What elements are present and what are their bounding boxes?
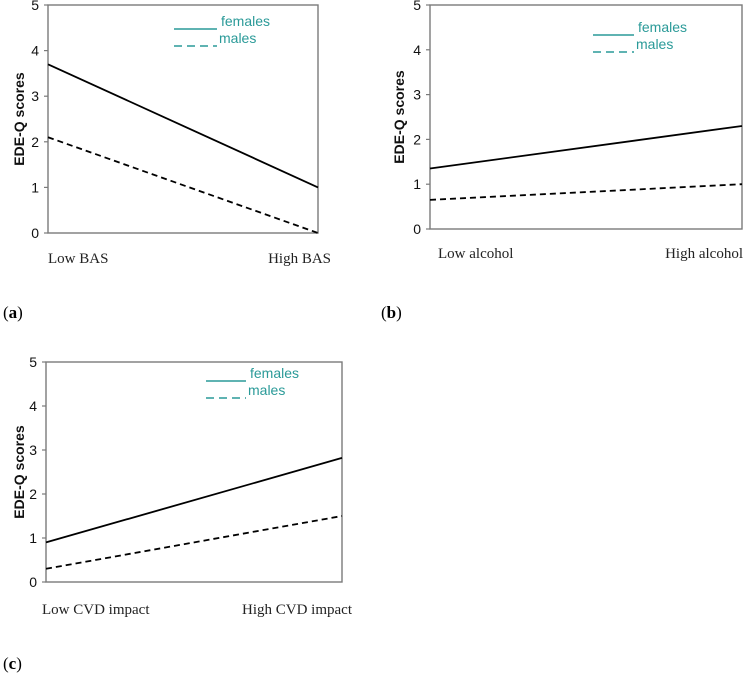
y-tick-label: 0 — [31, 225, 39, 241]
series-line-females — [47, 63, 319, 189]
x-category-label: Low BAS — [48, 251, 108, 267]
series-line-females — [45, 457, 343, 544]
plot-frame — [47, 4, 319, 234]
plot-frame — [429, 4, 743, 230]
y-tick-label: 5 — [29, 354, 37, 370]
y-tick-label: 1 — [29, 530, 37, 546]
y-tick-label: 3 — [413, 87, 421, 103]
chart-panel-a: 0 1 2 3 4 5 EDE-Q scores Low BAS High BAS females… — [11, 0, 331, 267]
chart-panel-c: 0 1 2 3 4 5 EDE-Q scores Low CVD impact High CVD… — [11, 354, 353, 618]
y-tick-label: 2 — [413, 131, 421, 147]
y-tick-label: 0 — [29, 574, 37, 590]
x-category-label: Low alcohol — [438, 246, 513, 262]
y-tick-label: 5 — [31, 0, 39, 13]
y-tick-label: 0 — [413, 221, 421, 237]
chart-panel-b: 0 1 2 3 4 5 EDE-Q scores Low alcohol High alcoho… — [391, 0, 743, 262]
x-category-label: High BAS — [268, 251, 331, 267]
legend-label-females: females — [638, 19, 687, 35]
x-category-label: High alcohol — [665, 246, 743, 262]
panel-label-c: (c) — [3, 654, 22, 673]
legend-label-males: males — [248, 382, 285, 398]
series-line-males — [429, 183, 743, 201]
panel-label-a: (a) — [3, 303, 23, 322]
y-tick-label: 2 — [31, 134, 39, 150]
series-line-males — [45, 515, 343, 570]
y-tick-label: 3 — [31, 88, 39, 104]
y-tick-label: 5 — [413, 0, 421, 13]
legend-label-males: males — [636, 36, 673, 52]
legend-label-males: males — [219, 30, 256, 46]
y-axis-label: EDE-Q scores — [391, 70, 407, 164]
y-axis-label: EDE-Q scores — [11, 72, 27, 166]
y-tick-label: 1 — [413, 176, 421, 192]
y-tick-label: 4 — [29, 398, 37, 414]
y-tick-label: 4 — [413, 42, 421, 58]
y-tick-label: 2 — [29, 486, 37, 502]
legend-label-females: females — [250, 365, 299, 381]
panel-label-b: (b) — [381, 303, 402, 322]
y-axis-label: EDE-Q scores — [11, 425, 27, 519]
series-line-males — [47, 136, 319, 234]
x-category-label: Low CVD impact — [42, 602, 150, 618]
y-tick-label: 1 — [31, 179, 39, 195]
series-line-females — [429, 125, 743, 170]
y-tick-label: 4 — [31, 43, 39, 59]
plot-frame — [45, 361, 343, 583]
y-tick-label: 3 — [29, 442, 37, 458]
x-category-label: High CVD impact — [242, 602, 353, 618]
legend-label-females: females — [221, 13, 270, 29]
